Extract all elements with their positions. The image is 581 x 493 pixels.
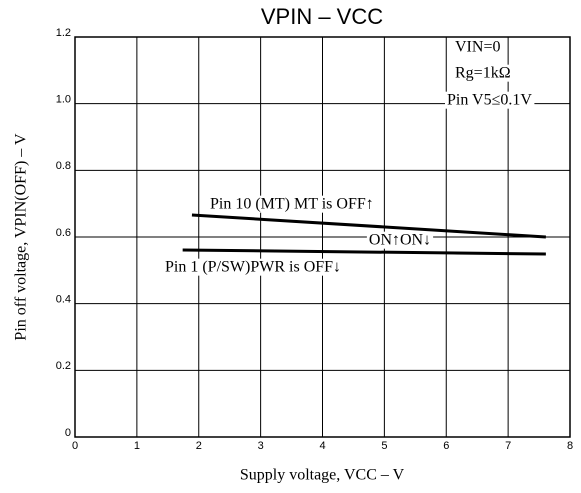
annotation: Pin 1 (P/SW)PWR is OFF↓	[165, 259, 341, 276]
y-tick-label: 0.4	[56, 294, 71, 306]
x-tick-label: 7	[505, 440, 511, 452]
annotation-bg	[366, 231, 434, 249]
y-tick-label: 0	[65, 427, 71, 439]
x-tick-label: 1	[134, 440, 140, 452]
annotation: Pin V5≤0.1V	[447, 92, 532, 109]
annotation-bg	[445, 91, 535, 109]
y-tick-label: 0.2	[56, 360, 71, 372]
x-tick-label: 4	[319, 440, 325, 452]
annotation-bg	[163, 258, 344, 276]
x-tick-label: 3	[258, 440, 264, 452]
annotation-bg	[453, 64, 513, 82]
annotation: ON↑ON↓	[369, 232, 431, 249]
x-tick-label: 2	[196, 440, 202, 452]
x-tick-label: 8	[567, 440, 573, 452]
x-tick-label: 5	[381, 440, 387, 452]
line	[191, 213, 546, 239]
y-tick-label: 0.6	[56, 227, 71, 239]
y-tick-label: 0.8	[56, 160, 71, 172]
annotation: Pin 10 (MT) MT is OFF↑	[210, 196, 374, 213]
chart-title: VPIN – VCC	[261, 4, 383, 29]
plot-frame	[74, 36, 571, 438]
y-tick-label: 1.0	[56, 94, 71, 106]
x-axis-label: Supply voltage, VCC – V	[240, 467, 405, 484]
annotation: VIN=0	[455, 39, 500, 56]
annotation-bg	[453, 38, 503, 56]
annotation-bg	[208, 195, 376, 213]
x-tick-label: 6	[443, 440, 449, 452]
y-tick-label: 1.2	[56, 27, 71, 39]
y-axis-label: Pin off voltage, VPIN(OFF) – V	[13, 133, 30, 341]
annotation: Rg=1kΩ	[455, 65, 511, 82]
x-tick-label: 0	[72, 440, 78, 452]
line	[182, 248, 546, 256]
